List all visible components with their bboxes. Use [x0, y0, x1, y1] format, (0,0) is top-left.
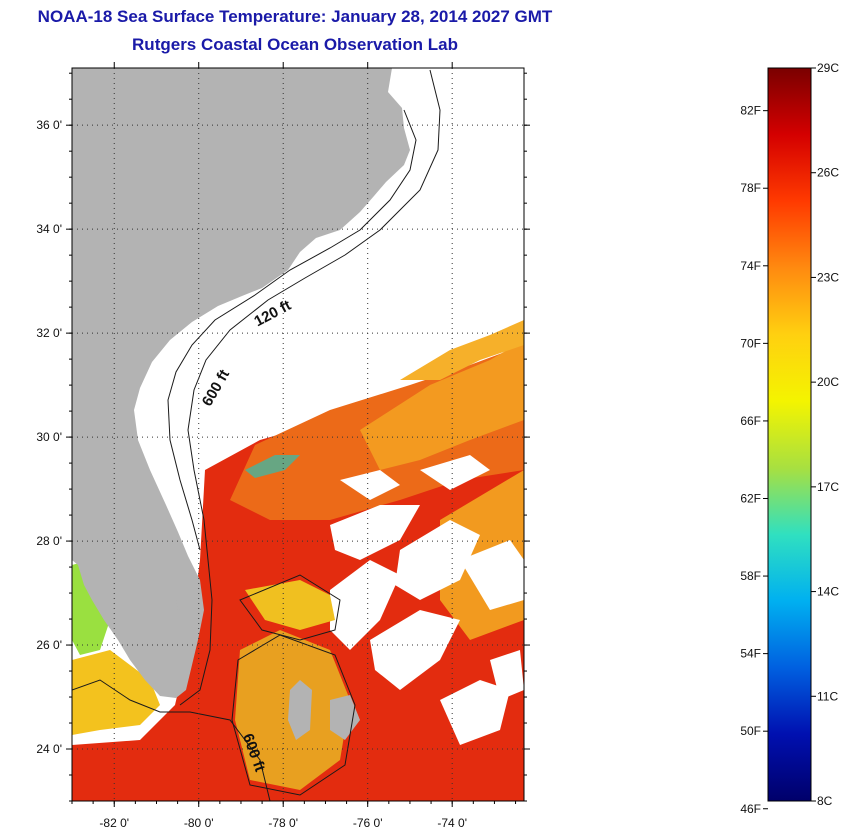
contour-gulf	[72, 679, 271, 801]
celsius-label: 14C	[817, 585, 839, 599]
celsius-label: 11C	[817, 689, 838, 703]
celsius-label: 8C	[817, 794, 833, 808]
celsius-label: 20C	[817, 375, 839, 389]
colorbar-ticks: 29C 26C 23C 20C 17C 14C 11C 8C 82F 78F 74F 70F 66F 62…	[740, 61, 839, 816]
fahrenheit-label: 82F	[740, 104, 761, 118]
lon-tick-label: -76 0'	[353, 816, 383, 830]
lat-tick-label: 28 0'	[36, 534, 62, 548]
fahrenheit-label: 78F	[740, 181, 761, 195]
gulf-green-band	[72, 560, 110, 655]
fahrenheit-label: 50F	[740, 724, 761, 738]
lat-tick-label: 30 0'	[36, 430, 62, 444]
map-axes: -82 0' -80 0' -78 0' -76 0' -74 0' 36 0' 34 0'…	[36, 62, 530, 830]
gulf-shelf-water	[72, 650, 160, 735]
celsius-label: 26C	[817, 166, 839, 180]
fahrenheit-label: 70F	[740, 336, 761, 350]
celsius-label: 29C	[817, 61, 839, 75]
bahamas-island-east	[330, 695, 360, 740]
lon-tick-label: -78 0'	[268, 816, 298, 830]
lon-tick-label: -80 0'	[184, 816, 214, 830]
lon-tick-label: -74 0'	[437, 816, 467, 830]
land-mass-us-east-coast	[72, 68, 410, 698]
map-title: NOAA-18 Sea Surface Temperature: January…	[37, 7, 553, 26]
fahrenheit-label: 54F	[740, 647, 761, 661]
lat-tick-label: 26 0'	[36, 638, 62, 652]
contour-bahamas-south	[231, 634, 356, 796]
contour-600ft	[179, 69, 441, 706]
lon-tick-label: -82 0'	[99, 816, 129, 830]
sst-cool-water	[360, 340, 524, 470]
bahamas-island	[288, 680, 312, 740]
celsius-label: 17C	[817, 480, 839, 494]
bahamas-little-bank	[245, 580, 335, 630]
lat-tick-label: 32 0'	[36, 326, 62, 340]
fahrenheit-label: 62F	[740, 491, 761, 505]
fahrenheit-label: 46F	[740, 802, 761, 816]
sst-shelf-water-north	[400, 320, 524, 380]
temperature-colorbar	[767, 67, 812, 802]
fahrenheit-label: 66F	[740, 414, 761, 428]
land-florida-keys	[176, 598, 182, 612]
lat-lon-grid	[72, 68, 524, 801]
sst-cold-front	[245, 455, 300, 478]
celsius-label: 23C	[817, 270, 839, 284]
contour-120ft	[167, 109, 417, 551]
lat-tick-label: 36 0'	[36, 118, 62, 132]
lat-tick-label: 24 0'	[36, 742, 62, 756]
bathymetry-contours	[72, 69, 441, 801]
lat-tick-label: 34 0'	[36, 222, 62, 236]
fahrenheit-label: 74F	[740, 259, 761, 273]
fahrenheit-label: 58F	[740, 569, 761, 583]
cloud-patches	[330, 455, 524, 745]
map-frame	[71, 67, 525, 802]
map-subtitle: Rutgers Coastal Ocean Observation Lab	[132, 35, 458, 54]
contour-bahamas	[239, 574, 341, 641]
